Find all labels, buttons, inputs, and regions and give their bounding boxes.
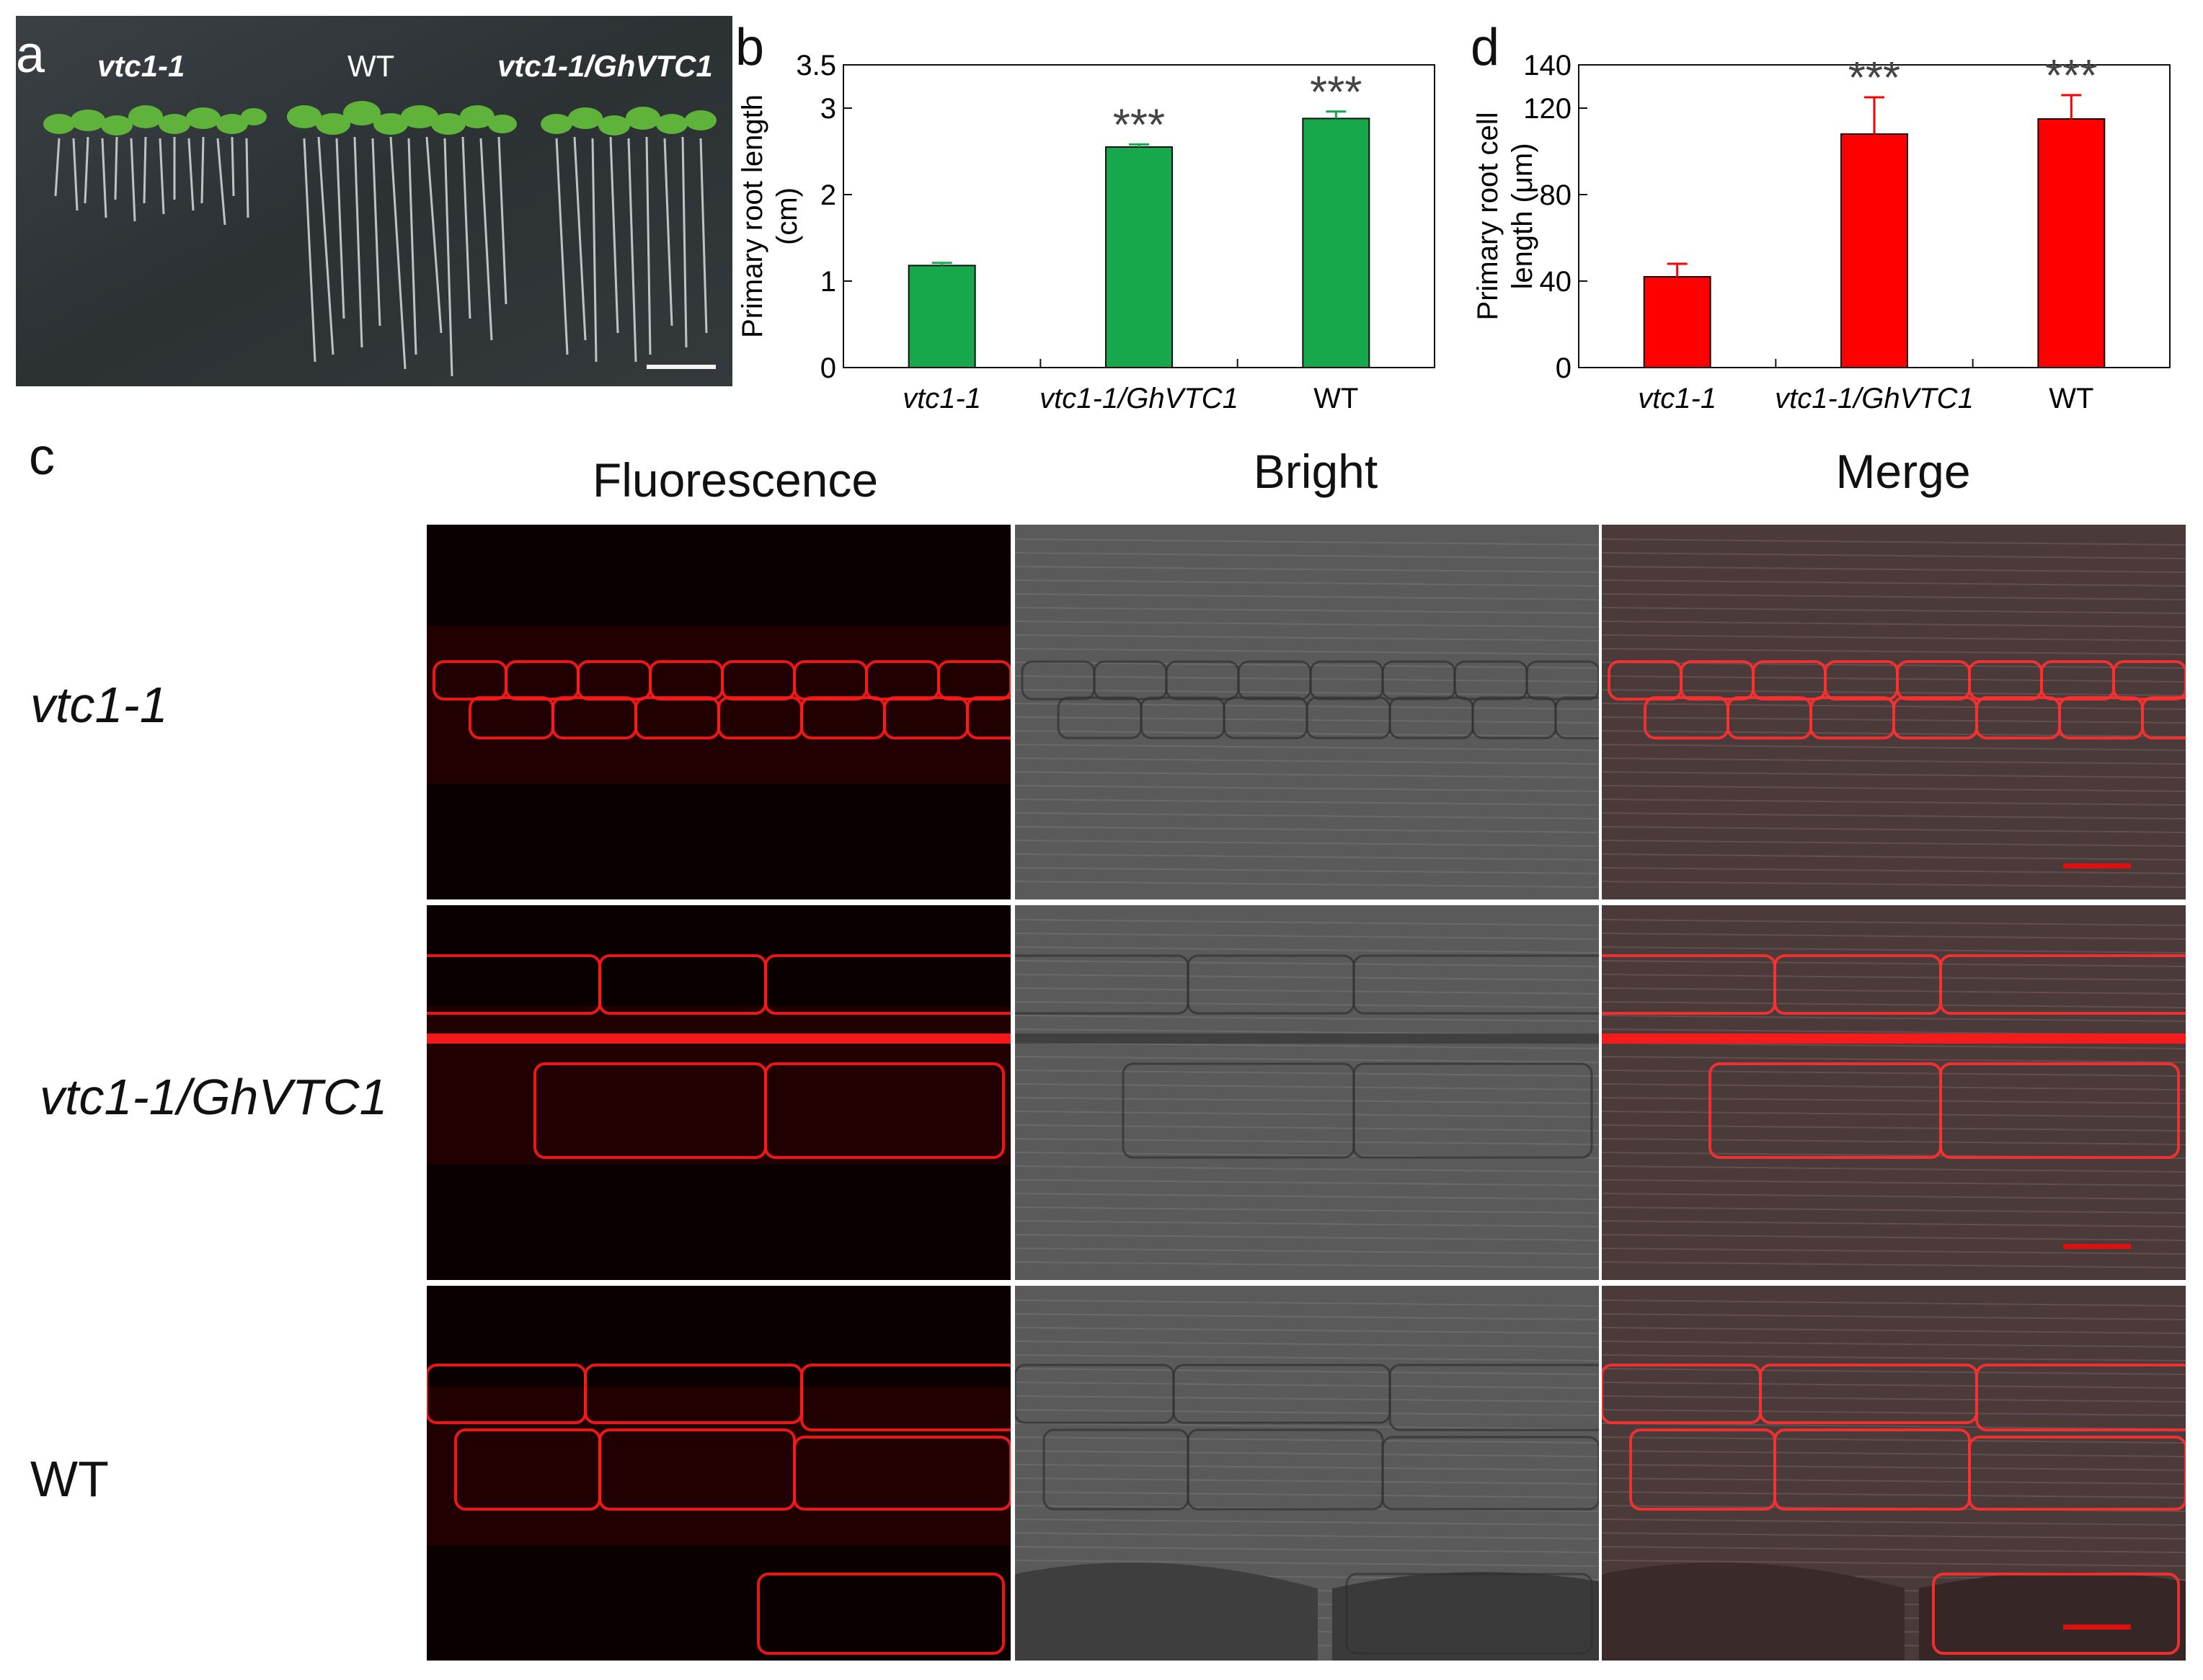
scale-bar bbox=[2063, 863, 2131, 868]
bar-chart-primary-root-length: 0 1 2 3 3.5 Primary root length (cm) vtc1-1 *** v… bbox=[737, 50, 1435, 414]
x-tick-label: vtc1-1/GhVTC1 bbox=[1775, 383, 1974, 414]
y-tick-label: 3 bbox=[820, 93, 836, 125]
y-tick-label: 40 bbox=[1540, 266, 1572, 298]
significance-marker: *** bbox=[1113, 100, 1165, 150]
bar bbox=[908, 265, 976, 368]
scale-bar bbox=[2063, 1244, 2131, 1249]
column-header-bright: Bright bbox=[1253, 445, 1378, 498]
micrograph-bright-row1 bbox=[1015, 525, 1599, 899]
scale-bar bbox=[2063, 1625, 2131, 1630]
row-label-wt: WT bbox=[30, 1451, 109, 1507]
bar bbox=[1105, 146, 1173, 368]
row-label-vtc1-1: vtc1-1 bbox=[30, 677, 168, 733]
significance-marker: *** bbox=[1310, 68, 1362, 117]
panel-label-c: c bbox=[29, 428, 55, 486]
y-axis-label: Primary root length bbox=[737, 94, 768, 338]
row-label-vtc1-1-ghvtc1: vtc1-1/GhVTC1 bbox=[40, 1069, 388, 1125]
genotype-label-vtc1-1: vtc1-1 bbox=[97, 49, 185, 83]
bar bbox=[1840, 133, 1908, 368]
micrograph-fluorescence-row3 bbox=[427, 1286, 1011, 1661]
panel-label-b: b bbox=[735, 19, 765, 76]
panel-label-d: d bbox=[1471, 19, 1500, 76]
bar bbox=[2037, 118, 2106, 368]
panel-separator bbox=[427, 1280, 2183, 1286]
micrograph-bright-row3 bbox=[1015, 1286, 1599, 1661]
significance-marker: *** bbox=[2045, 51, 2097, 101]
scale-bar bbox=[647, 365, 716, 369]
micrograph-merge-row1 bbox=[1602, 525, 2186, 899]
panel-label-a: a bbox=[16, 26, 45, 84]
x-tick-label: WT bbox=[2049, 383, 2093, 414]
significance-marker: *** bbox=[1848, 53, 1900, 103]
panel-separator bbox=[427, 899, 2183, 905]
bar bbox=[1302, 117, 1370, 368]
y-axis-label: Primary root cell bbox=[1472, 112, 1504, 321]
bar bbox=[1643, 276, 1711, 368]
y-tick-label: 80 bbox=[1540, 179, 1572, 211]
column-header-fluorescence: Fluorescence bbox=[592, 453, 879, 507]
y-tick-label: 0 bbox=[1556, 352, 1572, 384]
y-tick-label: 2 bbox=[820, 179, 836, 211]
seedling-plate-image bbox=[16, 16, 732, 386]
genotype-label-wt: WT bbox=[347, 49, 395, 83]
y-tick-label: 1 bbox=[820, 266, 836, 298]
y-axis-label-unit: (cm) bbox=[771, 187, 803, 245]
micrograph-fluorescence-row1 bbox=[427, 525, 1011, 899]
y-tick-label: 140 bbox=[1523, 50, 1572, 81]
y-axis-label-unit: length (μm) bbox=[1507, 143, 1538, 289]
x-tick-label: vtc1-1 bbox=[903, 383, 981, 414]
x-tick-label: vtc1-1/GhVTC1 bbox=[1040, 383, 1238, 414]
micrograph-merge-row2 bbox=[1602, 905, 2186, 1280]
y-tick-label: 120 bbox=[1523, 93, 1572, 125]
micrograph-bright-row2 bbox=[1015, 905, 1599, 1280]
micrograph-merge-row3 bbox=[1602, 1286, 2186, 1661]
bar-chart-primary-root-cell-length: 0 40 80 120 140 Primary root cell length (μm) v… bbox=[1472, 50, 2171, 414]
x-tick-label: WT bbox=[1313, 383, 1358, 414]
micrograph-fluorescence-row2 bbox=[427, 905, 1011, 1280]
y-tick-label: 3.5 bbox=[796, 50, 836, 81]
genotype-label-vtc1-1-ghvtc1: vtc1-1/GhVTC1 bbox=[497, 49, 713, 83]
seedling-photo bbox=[16, 16, 732, 386]
x-tick-label: vtc1-1 bbox=[1638, 383, 1716, 414]
column-header-merge: Merge bbox=[1835, 445, 1971, 498]
y-tick-label: 0 bbox=[820, 352, 836, 384]
panel-separator bbox=[427, 1661, 2183, 1666]
